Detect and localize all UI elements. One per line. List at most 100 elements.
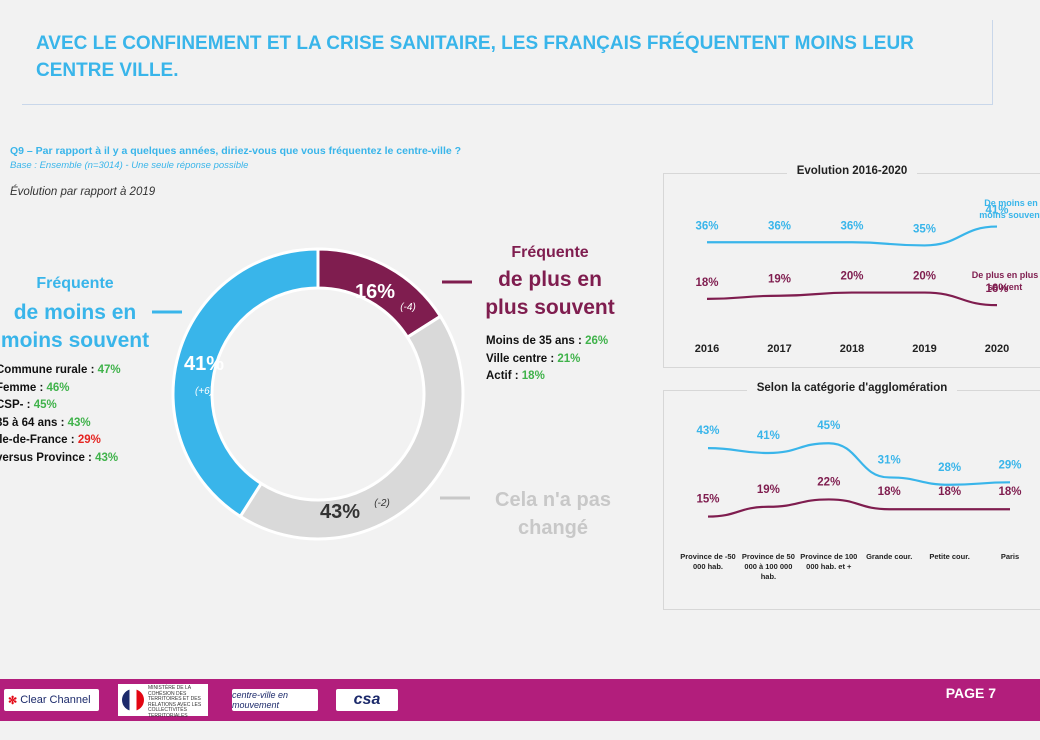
detail-value: 46% [46,381,70,394]
data-label: 18% [938,486,961,498]
donut-change-label: (-4) [400,302,416,313]
data-label: 18% [998,486,1021,498]
donut-change-label: (-2) [374,498,390,509]
detail-row: Ville centre : 21% [486,351,608,369]
detail-value: 45% [33,399,57,411]
detail-row: versus Province : 43% [0,450,121,468]
detail-row: CSP- : 45% [0,397,121,415]
series-name-label: moins souvent [979,210,1040,220]
less-often-line1: Fréquente [36,275,114,292]
data-label: 35% [913,223,936,235]
unchanged-line1: Cela n'a pas [495,489,611,511]
category-label: 2020 [985,343,1009,355]
detail-value: 26% [585,335,609,347]
csa-logo: csa [336,689,398,711]
detail-value: 18% [521,370,545,382]
category-label: Province de -50 000 hab. [680,552,735,571]
evolution-panel-title: Evolution 2016-2020 [664,165,1040,177]
more-often-line2: de plus en [498,268,602,291]
more-often-heading: Fréquente de plus en plus souvent [470,244,630,322]
category-label: 2017 [767,343,791,355]
series-name-label: souvent [988,282,1023,292]
donut-value-label: 16% [355,281,395,303]
detail-label: CSP- : [0,399,31,411]
question-text: Q9 – Par rapport à il y a quelques année… [10,145,462,157]
evolution-label: Évolution par rapport à 2019 [10,186,156,198]
donut-value-label: 41% [184,353,224,375]
category-label: Petite cour. [929,552,969,561]
detail-value: 21% [557,352,581,365]
detail-label: Ville centre : [486,352,558,365]
category-label: Province de 100 000 hab. et + [800,552,857,571]
data-label: 31% [878,454,901,466]
donut-slice-unchanged [238,314,465,541]
category-label: 2019 [912,343,936,355]
evolution-panel: Evolution 2016-2020 36% 36% 36% 35% 41% 18% 19… [663,165,1040,368]
detail-label: versus Province : [0,451,96,464]
series-line [707,498,1010,518]
detail-label: Moins de 35 ans : [486,335,586,347]
page-title: AVEC LE CONFINEMENT ET LA CRISE SANITAIR… [36,33,914,81]
unchanged-line2: changé [517,517,589,539]
data-label: 18% [878,486,901,498]
detail-value: 43% [67,416,91,429]
category-label: Paris [1001,552,1019,561]
data-label: 16% [985,283,1008,295]
donut-value-label: 43% [320,501,360,523]
data-label: 20% [913,271,936,283]
detail-label: Commune rurale : [0,364,98,376]
agglomeration-line-chart: 43% 41% 45% 31% 28% 29% 15% 19% 22% 18% 18% 18% Prov… [680,420,1021,581]
unchanged-heading: Cela n'a pas changé [478,486,628,542]
data-label: 28% [938,462,961,474]
less-often-heading: Fréquente de moins en moins souvent [0,275,160,355]
less-often-details: Commune rurale : 47% Femme : 46% CSP- : … [0,362,121,467]
category-label: Province de 50 000 à 100 000 hab. [742,552,795,581]
ministry-logo: MINISTÈRE DE LA COHÉSION DES TERRITOIRES… [118,684,208,718]
more-often-line3: plus souvent [485,296,615,319]
category-label: 2016 [695,343,719,355]
detail-value: 43% [95,451,119,464]
detail-row: 35 à 64 ans : 43% [0,415,121,433]
donut-slice-less-often [171,247,320,519]
detail-label: Actif : [486,370,522,382]
data-label: 18% [695,277,718,289]
series-name-label: De plus en plus [972,270,1039,280]
base-text: Base : Ensemble (n=3014) - Une seule rép… [10,160,249,171]
centre-ville-logo: centre-ville en mouvement [232,689,318,711]
detail-row: Femme : 46% [0,380,121,398]
data-label: 22% [817,476,840,488]
detail-row: Actif : 18% [486,368,608,386]
page-number: PAGE 7 [945,685,996,701]
detail-value: 29% [77,434,101,446]
clear-channel-logo: ✼ Clear Channel [4,689,99,711]
series-line [707,442,1011,486]
evolution-line-chart: 36% 36% 36% 35% 41% 18% 19% 20% 20% 16% 2016 2017 20… [695,198,1040,355]
more-often-details: Moins de 35 ans : 26% Ville centre : 21%… [486,333,608,386]
data-label: 19% [768,274,791,286]
footer-bar: ✼ Clear Channel MINISTÈRE DE LA COHÉSION … [0,679,1040,721]
detail-label: 35 à 64 ans : [0,416,68,429]
less-often-line2: de moins en [13,301,137,324]
data-label: 15% [696,494,719,506]
data-label: 36% [695,220,718,232]
data-label: 19% [757,484,780,496]
marianne-icon [122,689,144,711]
data-label: 41% [757,430,780,442]
data-label: 45% [817,420,840,432]
title-box: AVEC LE CONFINEMENT ET LA CRISE SANITAIR… [22,20,993,105]
series-name-label: De moins en [984,198,1038,208]
data-label: 29% [998,459,1021,471]
category-label: Grande cour. [866,552,912,561]
less-often-line3: moins souvent [0,329,150,352]
data-label: 36% [768,220,791,232]
category-label: 2018 [840,343,864,355]
data-label: 41% [985,205,1008,217]
agglomeration-panel: Selon la catégorie d'agglomération 43% 41… [663,382,1040,610]
clear-channel-mark-icon: ✼ [8,694,18,707]
donut-change-label: (+6) [195,386,213,397]
data-label: 43% [696,425,719,437]
data-label: 20% [840,271,863,283]
detail-label: Femme : [0,381,47,394]
more-often-line1: Fréquente [511,244,589,261]
